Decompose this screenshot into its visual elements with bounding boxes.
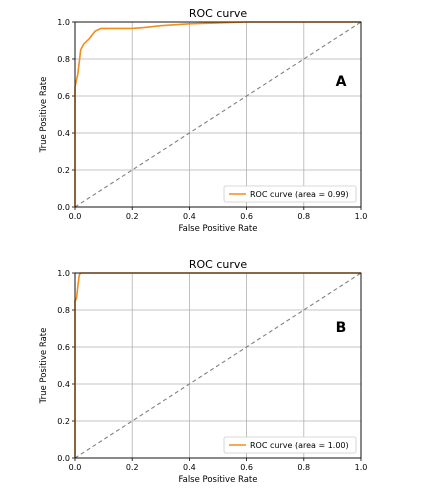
y-tick-label: 0.0 (57, 454, 70, 463)
y-tick-label: 0.6 (57, 92, 70, 101)
x-tick-label: 0.6 (240, 212, 253, 221)
y-tick-label: 0.8 (57, 306, 70, 315)
x-axis-label: False Positive Rate (179, 475, 258, 485)
y-tick-label: 0.0 (57, 203, 70, 212)
x-tick-label: 0.8 (297, 212, 310, 221)
y-tick-label: 0.4 (57, 380, 70, 389)
panel-label: B (336, 320, 347, 336)
legend-box (223, 185, 357, 203)
panel-label: A (336, 74, 347, 90)
chance-diagonal-line (74, 21, 362, 208)
legend: ROC curve (area = 0.99) (223, 185, 357, 203)
x-tick-label: 0.0 (69, 463, 82, 472)
y-tick-label: 0.8 (57, 55, 70, 64)
plot-frame (74, 21, 362, 208)
y-tick-label: 0.2 (57, 417, 70, 426)
x-tick-label: 0.8 (297, 463, 310, 472)
x-tick-label: 0.4 (183, 212, 196, 221)
y-tick-label: 0.4 (57, 129, 70, 138)
y-tick-label: 1.0 (57, 18, 70, 27)
x-tick-label: 0.0 (69, 212, 82, 221)
y-tick-label: 1.0 (57, 269, 70, 278)
y-axis-label: True Positive Rate (39, 77, 49, 154)
roc-chart-a: 0.0 0.2 0.4 0.6 0.8 1.0 0.0 0.2 0.4 0.6 0.8 1.0 ROC … (39, 7, 367, 234)
x-tick-label: 0.2 (126, 463, 139, 472)
x-tick-label: 0.4 (183, 463, 196, 472)
y-axis-label: True Positive Rate (39, 328, 49, 405)
x-tick-label: 1.0 (355, 463, 368, 472)
y-tick-label: 0.2 (57, 166, 70, 175)
x-axis-label: False Positive Rate (179, 224, 258, 234)
x-tick-label: 1.0 (355, 212, 368, 221)
chance-diagonal-line (74, 272, 362, 459)
chart-title: ROC curve (189, 7, 248, 20)
legend-label: ROC curve (area = 1.00) (250, 441, 349, 450)
legend-label: ROC curve (area = 0.99) (250, 190, 349, 199)
roc-chart-b: 0.0 0.2 0.4 0.6 0.8 1.0 0.0 0.2 0.4 0.6 0.8 1.0 ROC … (39, 258, 367, 485)
chart-title: ROC curve (189, 258, 248, 271)
x-tick-label: 0.2 (126, 212, 139, 221)
plot-frame (74, 272, 362, 459)
legend: ROC curve (area = 1.00) (223, 436, 357, 454)
y-tick-label: 0.6 (57, 343, 70, 352)
x-tick-label: 0.6 (240, 463, 253, 472)
legend-box (223, 436, 357, 454)
